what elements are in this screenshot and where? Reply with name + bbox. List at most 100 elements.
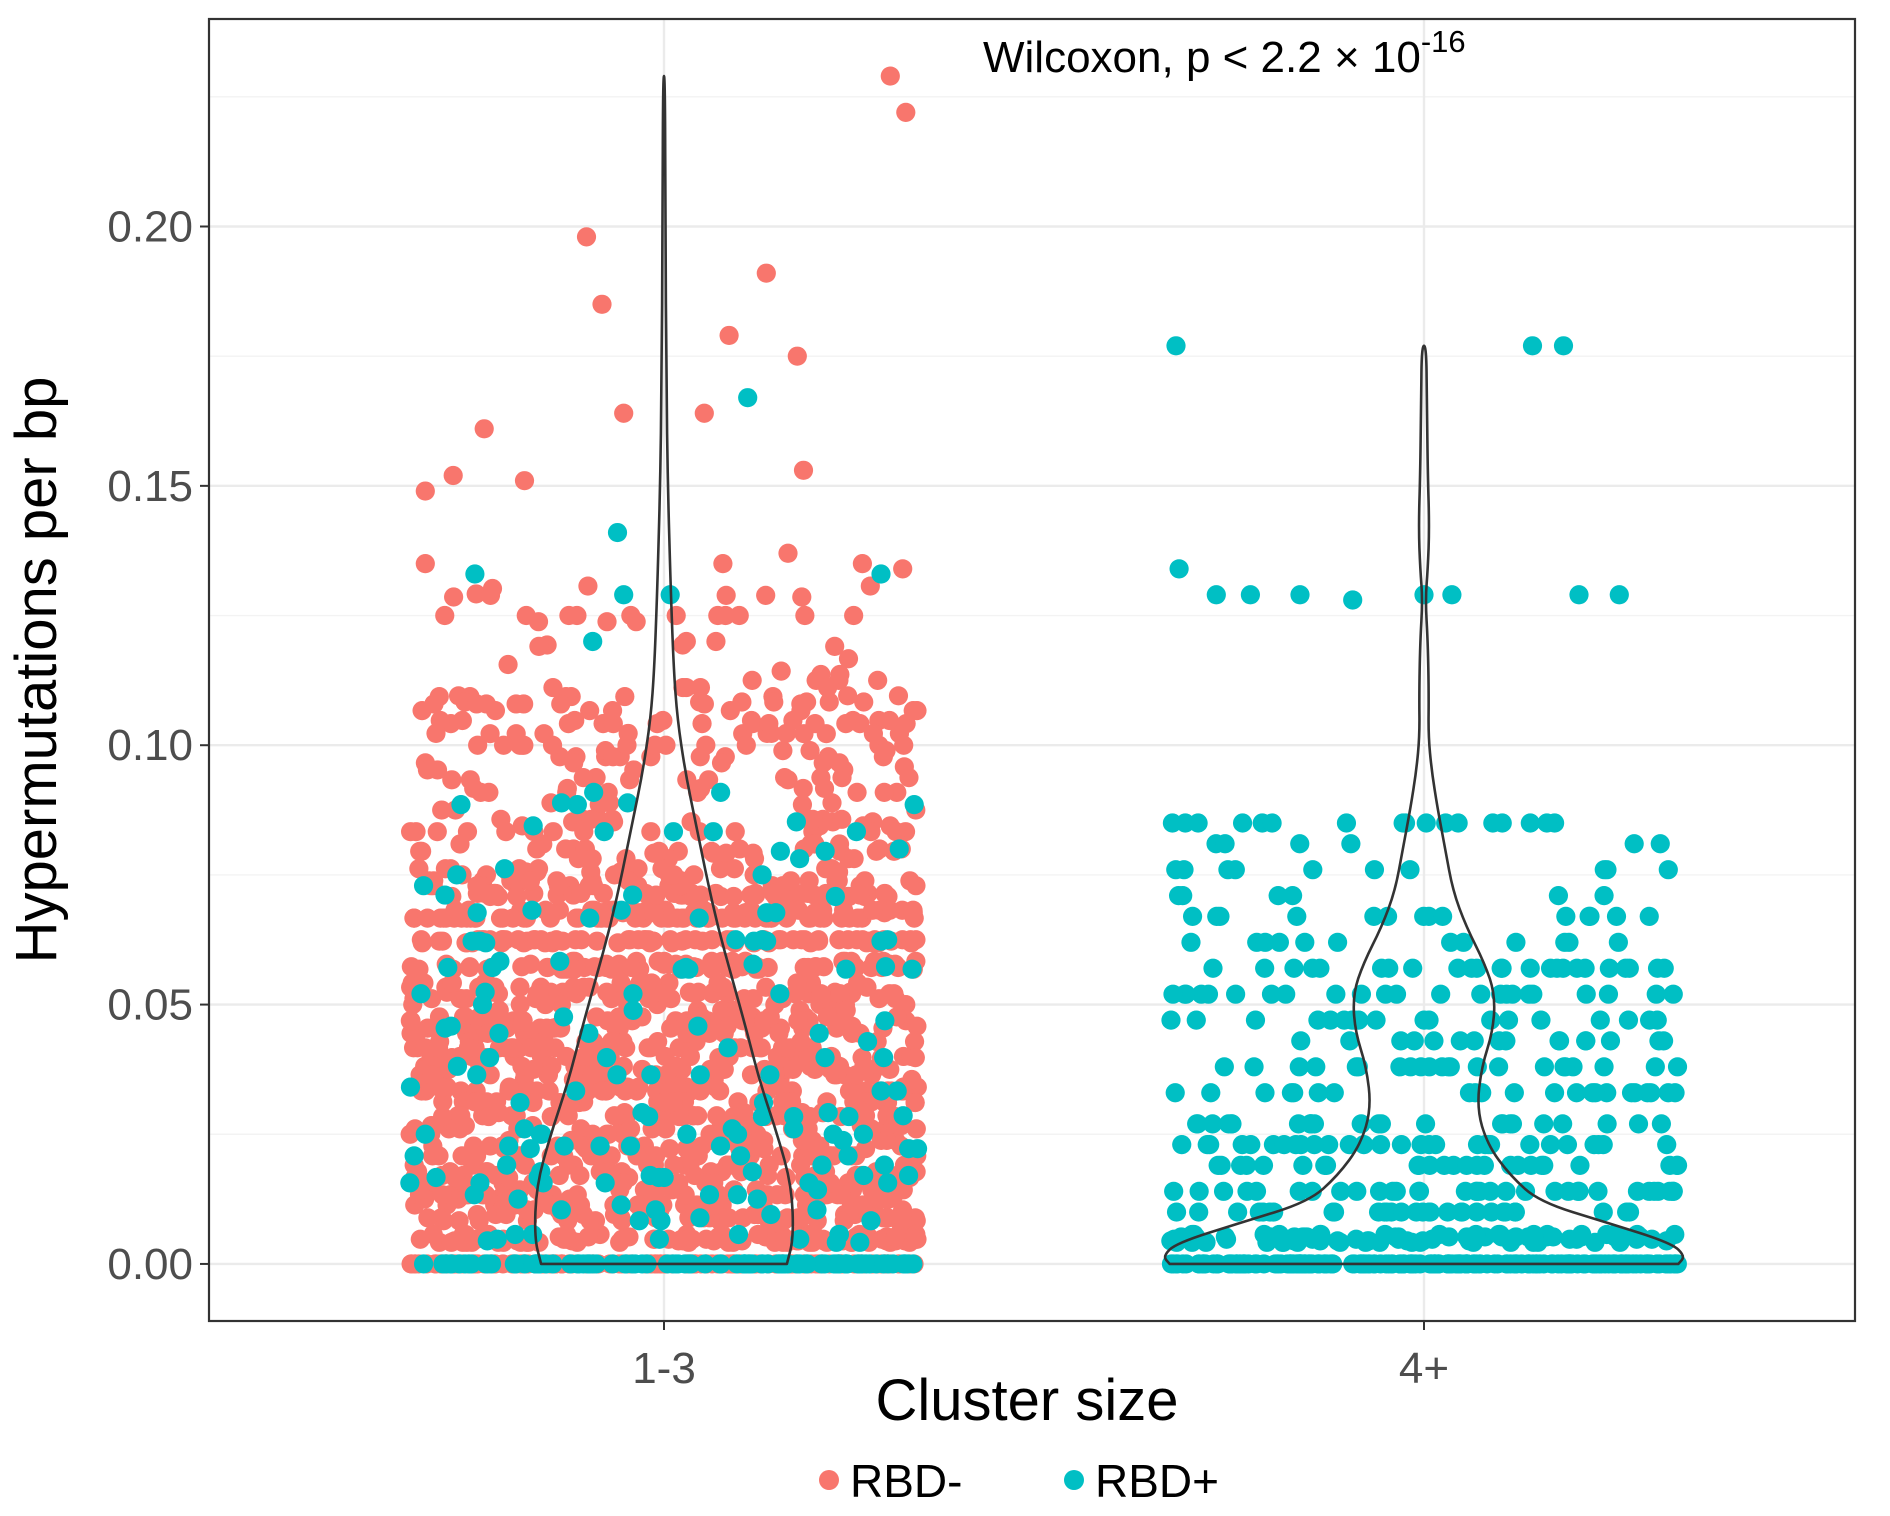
rbd-neg-point bbox=[432, 931, 453, 951]
rbd-pos-point bbox=[462, 931, 482, 951]
rbd-neg-point bbox=[566, 908, 586, 928]
rbd-pos-point bbox=[1537, 813, 1557, 833]
rbd-pos-point bbox=[874, 1155, 894, 1175]
rbd-neg-point bbox=[903, 701, 923, 721]
rbd-pos-point bbox=[1269, 932, 1289, 952]
rbd-neg-point bbox=[724, 886, 744, 907]
rbd-pos-point bbox=[850, 1232, 870, 1252]
rbd-neg-point bbox=[426, 723, 446, 744]
rbd-pos-point bbox=[1326, 984, 1346, 1004]
rbd-pos-point bbox=[807, 1180, 828, 1200]
rbd-neg-point bbox=[847, 782, 867, 802]
y-tick-label: 0.15 bbox=[107, 462, 193, 511]
x-axis-title: Cluster size bbox=[876, 1368, 1179, 1433]
rbd-pos-point bbox=[1580, 906, 1600, 926]
rbd-neg-point bbox=[564, 753, 584, 773]
rbd-neg-point bbox=[592, 294, 612, 314]
rbd-neg-point bbox=[817, 1007, 837, 1027]
rbd-pos-point bbox=[618, 793, 638, 813]
rbd-pos-point bbox=[1216, 1229, 1237, 1249]
rbd-neg-point bbox=[748, 1224, 768, 1245]
rbd-pos-point bbox=[504, 1254, 524, 1274]
rbd-neg-point bbox=[797, 959, 817, 979]
rbd-neg-point bbox=[592, 1081, 612, 1101]
rbd-pos-point bbox=[1415, 1114, 1436, 1134]
rbd-pos-point bbox=[597, 1048, 617, 1068]
rbd-pos-point bbox=[1625, 1083, 1645, 1103]
rbd-neg-point bbox=[528, 612, 549, 632]
rbd-neg-point bbox=[853, 1195, 873, 1215]
legend-label-rbd-pos: RBD+ bbox=[1095, 1455, 1219, 1507]
rbd-neg-point bbox=[411, 930, 431, 950]
rbd-pos-point bbox=[1520, 1135, 1540, 1155]
rbd-pos-point bbox=[623, 885, 643, 905]
rbd-pos-point bbox=[727, 1124, 748, 1144]
rbd-pos-point bbox=[1291, 1031, 1311, 1051]
rbd-pos-point bbox=[744, 931, 764, 951]
rbd-neg-point bbox=[573, 768, 593, 788]
rbd-neg-point bbox=[614, 403, 634, 423]
rbd-pos-point bbox=[1284, 958, 1304, 978]
rbd-neg-point bbox=[538, 1065, 559, 1085]
rbd-neg-point bbox=[456, 989, 476, 1009]
rbd-neg-point bbox=[617, 735, 637, 755]
rbd-neg-point bbox=[862, 900, 883, 920]
rbd-neg-point bbox=[813, 753, 833, 773]
rbd-neg-point bbox=[452, 710, 472, 731]
rbd-pos-point bbox=[1187, 1114, 1207, 1134]
rbd-neg-point bbox=[451, 1106, 471, 1126]
rbd-neg-point bbox=[729, 605, 749, 626]
rbd-pos-point bbox=[1340, 1031, 1360, 1051]
rbd-pos-point bbox=[1606, 906, 1627, 926]
rbd-pos-point bbox=[809, 1023, 829, 1043]
rbd-neg-point bbox=[901, 933, 921, 953]
rbd-neg-point bbox=[482, 578, 503, 599]
rbd-pos-point bbox=[1604, 1224, 1624, 1245]
rbd-pos-point bbox=[567, 795, 587, 815]
rbd-neg-point bbox=[624, 760, 644, 780]
rbd-neg-point bbox=[838, 649, 859, 669]
rbd-pos-point bbox=[551, 1200, 571, 1220]
rbd-pos-point bbox=[1648, 1181, 1668, 1201]
rbd-neg-point bbox=[702, 930, 722, 950]
rbd-pos-point bbox=[580, 908, 600, 928]
rbd-neg-point bbox=[893, 559, 913, 579]
rbd-neg-point bbox=[626, 612, 646, 632]
rbd-pos-point bbox=[1276, 984, 1296, 1004]
rbd-neg-point bbox=[543, 677, 563, 698]
rbd-neg-point bbox=[775, 768, 795, 788]
rbd-pos-point bbox=[1232, 1135, 1252, 1155]
rbd-neg-point bbox=[776, 723, 797, 744]
rbd-neg-point bbox=[643, 931, 664, 951]
rbd-pos-point bbox=[1531, 1010, 1551, 1030]
rbd-pos-point bbox=[1452, 1202, 1472, 1222]
rbd-pos-point bbox=[1520, 958, 1540, 978]
rbd-neg-point bbox=[585, 1211, 606, 1231]
rbd-pos-point bbox=[1594, 1057, 1614, 1077]
rbd-neg-point bbox=[696, 1229, 716, 1249]
rbd-pos-point bbox=[1370, 1135, 1391, 1155]
rbd-pos-point bbox=[790, 1229, 810, 1249]
rbd-pos-point bbox=[467, 1065, 487, 1085]
y-tick-label: 0.05 bbox=[107, 981, 193, 1030]
rbd-pos-point bbox=[1400, 860, 1420, 880]
rbd-neg-point bbox=[877, 1208, 897, 1228]
rbd-neg-point bbox=[716, 585, 736, 605]
rbd-pos-point bbox=[1424, 1031, 1444, 1051]
rbd-pos-point bbox=[1665, 1083, 1685, 1103]
rbd-neg-point bbox=[644, 843, 664, 863]
rbd-neg-point bbox=[430, 908, 451, 928]
rbd-neg-point bbox=[418, 1208, 438, 1228]
rbd-neg-point bbox=[819, 692, 839, 712]
rbd-pos-point bbox=[871, 1081, 891, 1101]
rbd-pos-point bbox=[727, 1185, 748, 1205]
rbd-neg-point bbox=[669, 1038, 689, 1058]
rbd-neg-point bbox=[811, 768, 831, 788]
rbd-neg-point bbox=[415, 481, 435, 501]
rbd-pos-point bbox=[861, 1211, 881, 1231]
rbd-pos-point bbox=[1585, 1083, 1606, 1103]
rbd-neg-point bbox=[724, 859, 744, 879]
rbd-pos-point bbox=[1522, 336, 1543, 356]
rbd-pos-point bbox=[1448, 958, 1468, 978]
rbd-pos-point bbox=[1520, 813, 1540, 833]
